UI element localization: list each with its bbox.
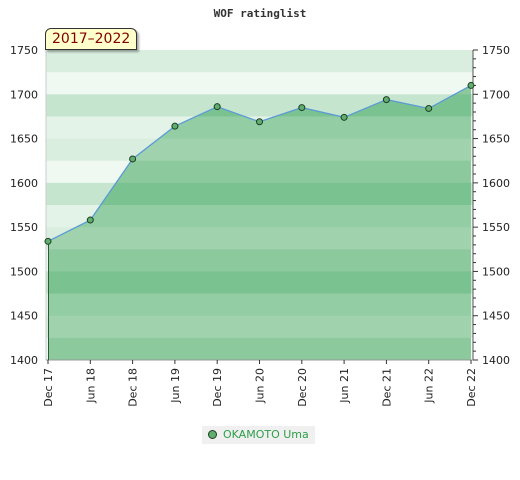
x-tick-label: Dec 20	[296, 368, 309, 407]
x-tick-label: Dec 18	[127, 368, 140, 407]
legend-label: OKAMOTO Uma	[223, 428, 309, 441]
area-band	[48, 138, 471, 162]
data-point	[298, 104, 306, 112]
y-tick-label-left: 1650	[10, 133, 38, 146]
area-band	[48, 337, 471, 360]
area-band	[48, 271, 471, 295]
x-tick-label: Dec 22	[465, 368, 478, 407]
area-band	[48, 227, 471, 250]
x-tick-label: Jun 19	[169, 368, 182, 404]
x-tick-label: Jun 21	[338, 368, 351, 404]
background-band	[46, 50, 473, 73]
area-band	[48, 249, 471, 272]
y-tick-label-left: 1750	[10, 44, 38, 57]
data-point	[44, 237, 52, 245]
y-tick-label-right: 1400	[482, 354, 510, 367]
data-point	[171, 122, 179, 130]
axes: 1400 1400 1450 1450 1500 1500 1550 1550 1600 1600…	[10, 44, 510, 407]
area-band	[48, 293, 471, 317]
y-tick-label-right: 1750	[482, 44, 510, 57]
area-band	[48, 315, 471, 339]
x-tick-label: Dec 19	[211, 368, 224, 407]
y-tick-label-left: 1500	[10, 265, 38, 278]
area-band	[48, 160, 471, 184]
data-point	[382, 96, 390, 104]
data-point	[86, 216, 94, 224]
y-tick-label-right: 1450	[482, 310, 510, 323]
x-tick-label: Jun 20	[254, 368, 267, 404]
data-point	[129, 155, 137, 163]
background-band	[46, 72, 473, 95]
y-tick-label-left: 1550	[10, 221, 38, 234]
x-tick-label: Jun 22	[423, 368, 436, 404]
data-point	[467, 81, 475, 89]
data-point	[340, 113, 348, 121]
chart-title: WOF ratinglist	[214, 7, 307, 20]
legend-marker-icon	[208, 430, 217, 439]
series-marks	[44, 81, 475, 360]
area-band	[48, 182, 471, 206]
x-tick-label: Dec 17	[42, 368, 55, 407]
data-point	[256, 118, 263, 126]
y-tick-label-right: 1500	[482, 265, 510, 278]
y-tick-label-left: 1700	[10, 88, 38, 101]
legend[interactable]: OKAMOTO Uma	[202, 426, 315, 444]
y-tick-label-left: 1450	[10, 310, 38, 323]
y-tick-label-left: 1600	[10, 177, 38, 190]
data-point	[425, 104, 433, 112]
y-tick-label-right: 1550	[482, 221, 510, 234]
y-tick-label-left: 1400	[10, 354, 38, 367]
data-point	[213, 103, 221, 111]
y-tick-label-right: 1700	[482, 88, 510, 101]
x-tick-label: Dec 21	[380, 368, 393, 407]
y-tick-label-right: 1650	[482, 133, 510, 146]
area-band	[48, 205, 471, 228]
x-tick-label: Jun 18	[84, 368, 97, 404]
period-badge: 2017–2022	[45, 28, 138, 50]
y-tick-label-right: 1600	[482, 177, 510, 190]
